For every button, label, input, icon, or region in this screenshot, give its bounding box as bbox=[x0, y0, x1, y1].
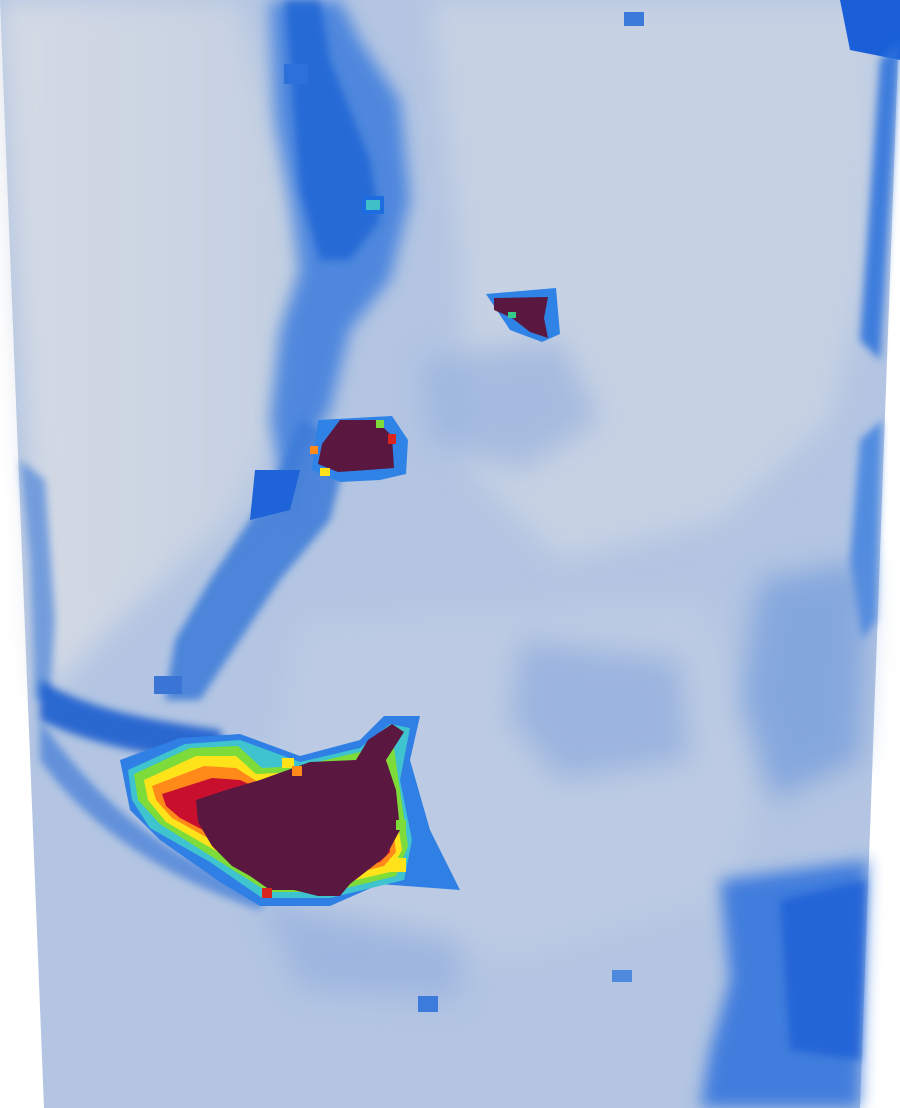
blue-specks bbox=[154, 12, 644, 1012]
speck-1 bbox=[418, 996, 438, 1012]
cyan-spot-top-core bbox=[366, 200, 380, 210]
top-right-corner-band bbox=[840, 0, 900, 60]
speck-2 bbox=[612, 970, 632, 982]
right-middle-diffuse bbox=[740, 560, 870, 800]
hotspot-upper-right-green-pixel bbox=[508, 312, 516, 318]
lower-center-diffuse bbox=[510, 640, 690, 780]
hotspot-lower-left-red-pixel bbox=[262, 888, 272, 898]
center-diffuse-patch bbox=[420, 340, 600, 470]
hotspot-lower-left-yellow-pixel-2 bbox=[282, 758, 294, 768]
hotspot-upper-right-core bbox=[494, 297, 548, 338]
cyan-spot-top bbox=[362, 196, 384, 214]
left-edge-band bbox=[20, 460, 55, 700]
hotspot-lower-left-orange-pixel bbox=[292, 766, 302, 776]
hotspot-upper-right bbox=[486, 288, 560, 342]
plate-left-lighter-area bbox=[0, 0, 300, 700]
speck-4 bbox=[624, 12, 644, 26]
middle-left-diagonal bbox=[165, 420, 350, 700]
hotspot-lower-left bbox=[120, 716, 460, 906]
hotspot-middle-orange bbox=[310, 446, 318, 454]
hotspot-middle-yellow bbox=[320, 468, 330, 476]
speck-3 bbox=[284, 64, 308, 84]
bottom-right-band-core bbox=[780, 880, 866, 1060]
hotspot-middle-core bbox=[318, 420, 394, 472]
hotspot-middle-green bbox=[376, 420, 384, 428]
right-edge-band bbox=[860, 40, 900, 360]
speck-5 bbox=[154, 676, 182, 694]
hotspot-lower-left-green-pixel bbox=[396, 820, 406, 830]
hotspot-middle-red bbox=[388, 434, 396, 444]
hotspot-lower-left-core bbox=[196, 724, 404, 896]
hotspot-lower-left-yellow-pixel-1 bbox=[390, 858, 406, 872]
hotspot-middle bbox=[310, 416, 408, 482]
bottom-center-diffuse bbox=[260, 900, 460, 1000]
upper-center-streak-core bbox=[285, 0, 380, 260]
middle-left-diagonal-dark bbox=[250, 470, 300, 520]
